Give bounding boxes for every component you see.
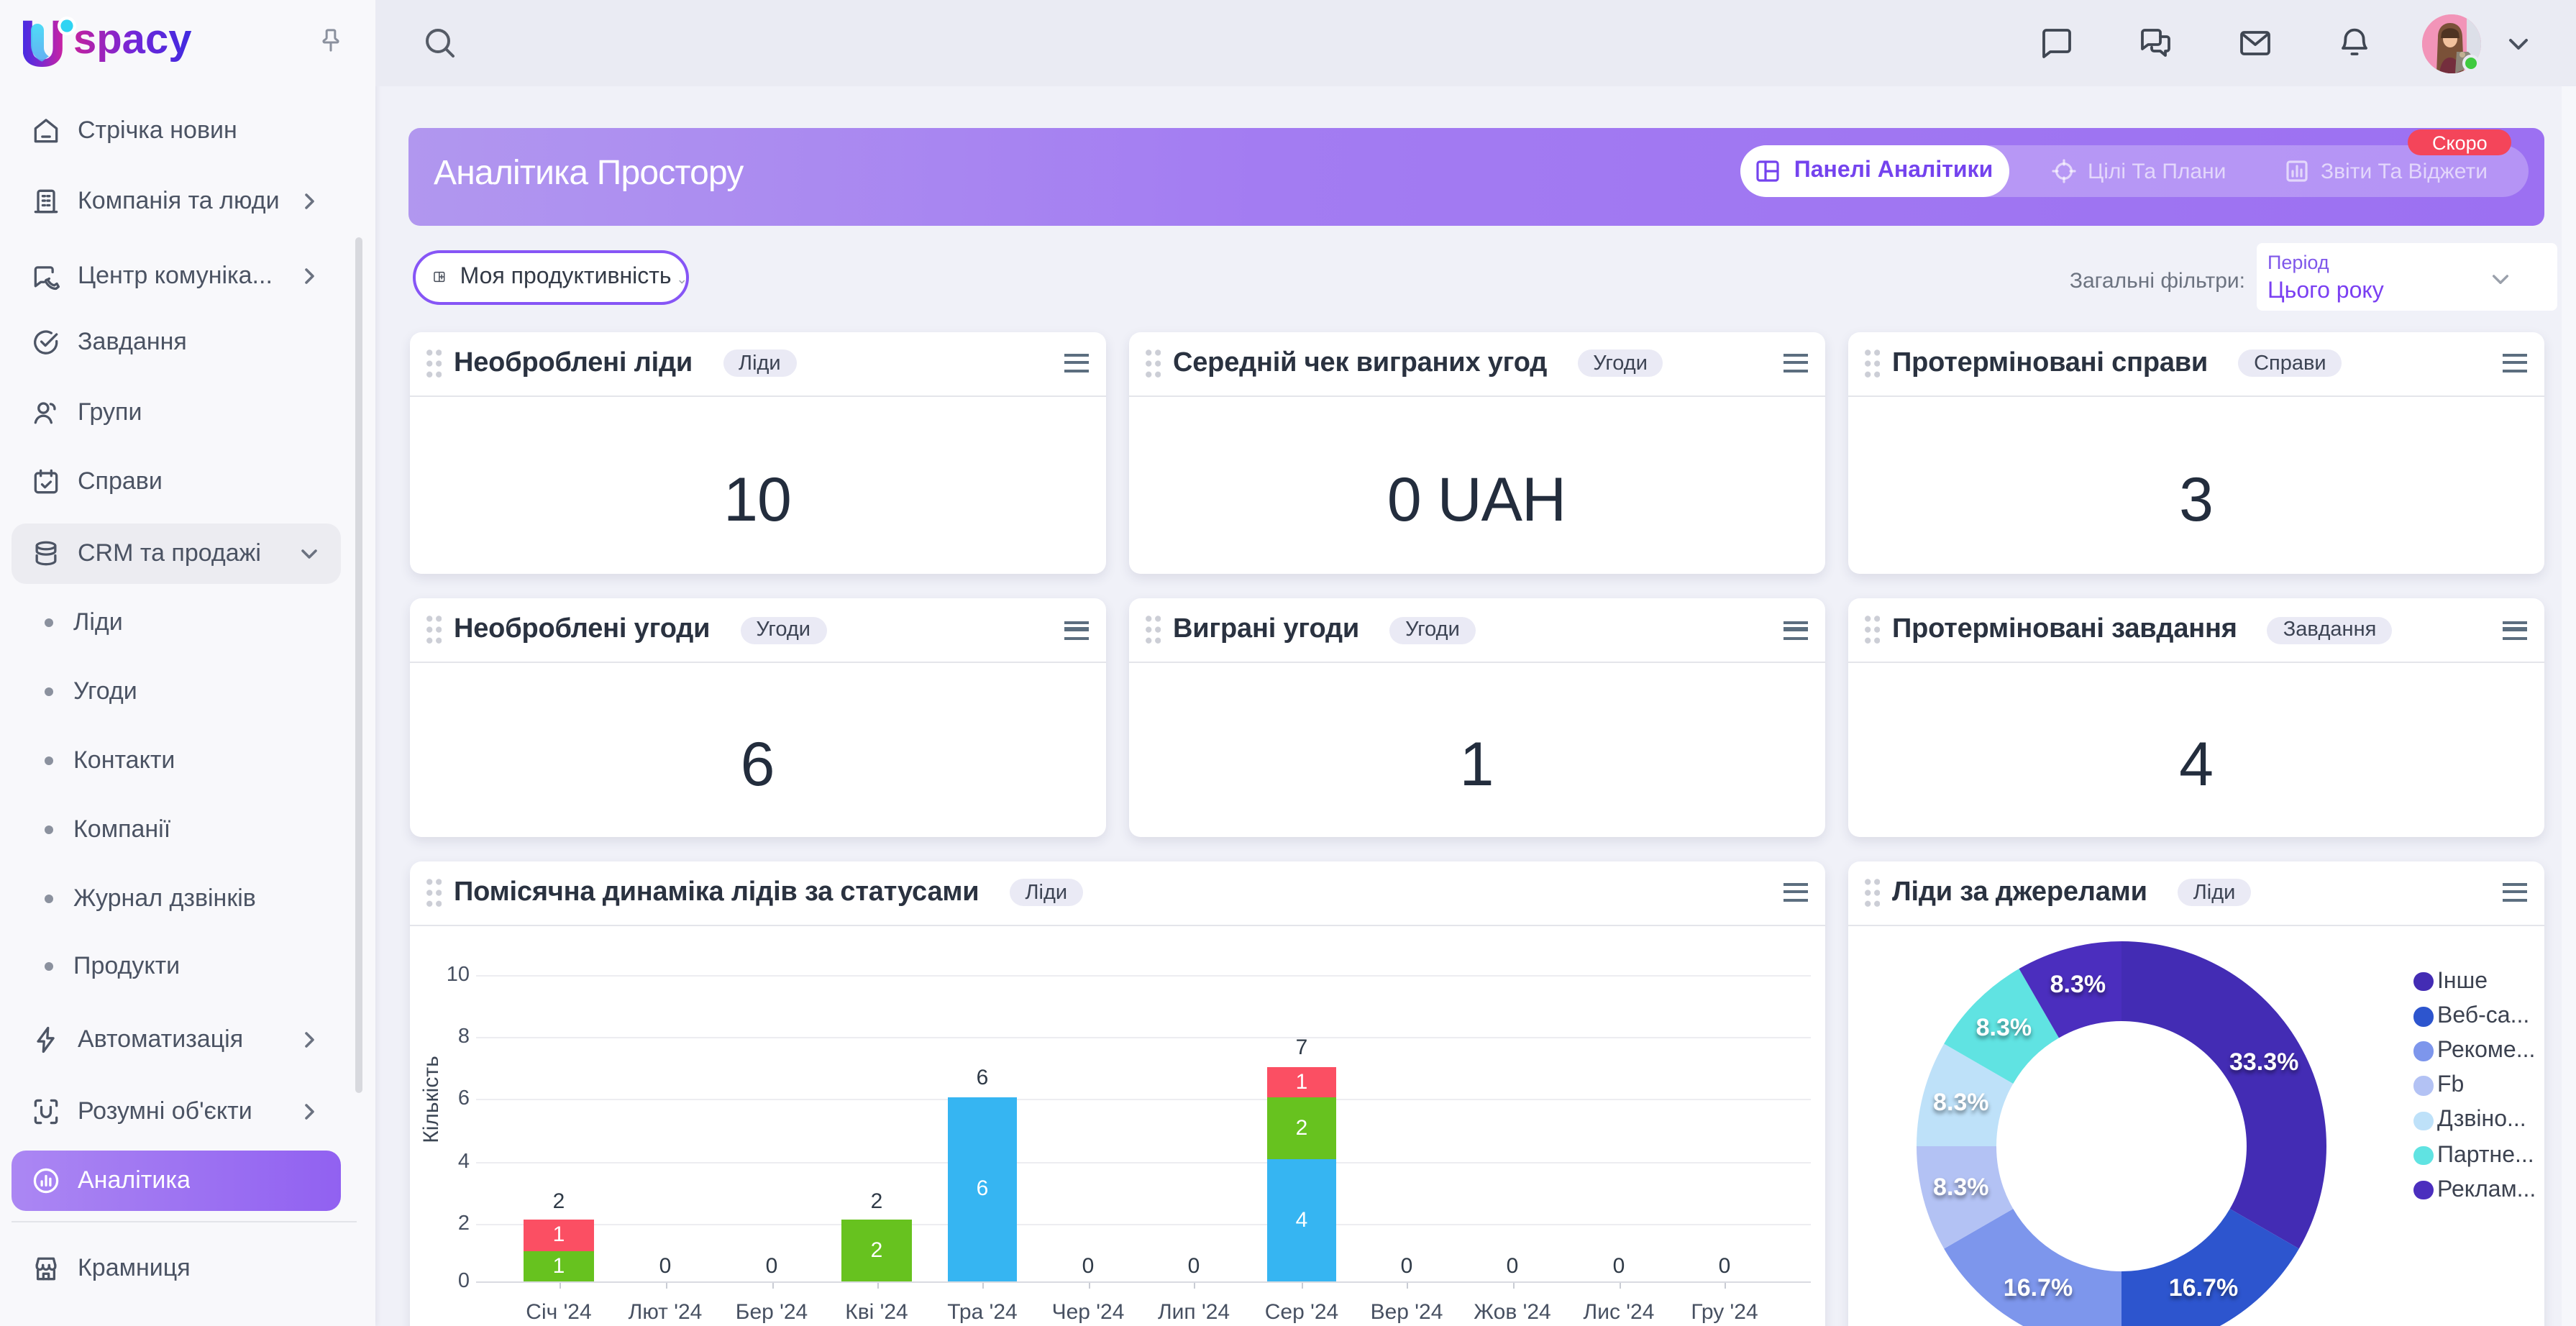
svg-text:U: U — [23, 7, 66, 78]
svg-text:spacy: spacy — [73, 16, 191, 63]
